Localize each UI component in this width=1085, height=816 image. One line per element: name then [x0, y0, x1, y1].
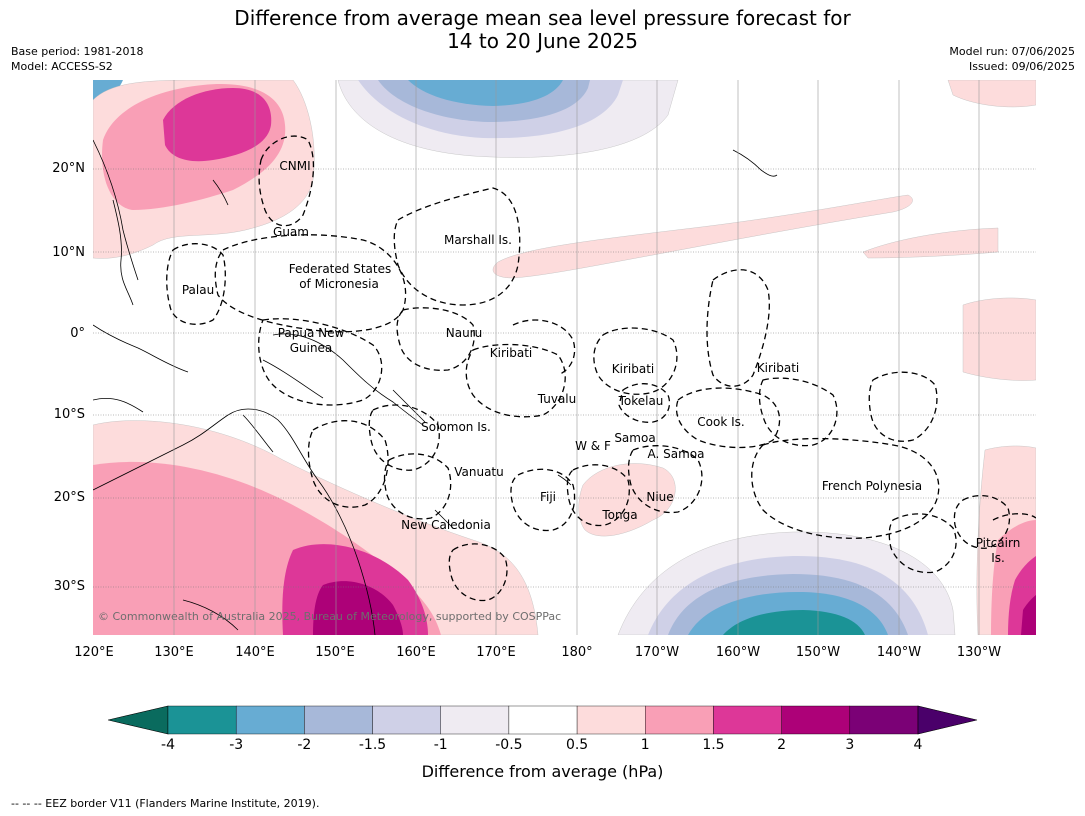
lon-label-130w: 130°W: [956, 645, 1002, 660]
label-fsm-2: of Micronesia: [299, 277, 379, 291]
eez-footnote: -- -- -- EEZ border V11 (Flanders Marine…: [11, 797, 320, 810]
lon-label-160e: 160°E: [396, 645, 436, 660]
colorbar-segment: [167, 705, 237, 735]
label-solomon: Solomon Is.: [421, 420, 491, 434]
model-run: Model run: 07/06/2025: [949, 45, 1075, 58]
pressure-anomaly-map: CNMI Guam Marshall Is. Federated States …: [93, 80, 1036, 635]
lon-label-150e: 150°E: [315, 645, 355, 660]
colorbar-segment: [235, 705, 305, 735]
colorbar-extend-high: [917, 705, 978, 735]
label-fsm-1: Federated States: [289, 262, 391, 276]
colorbar-segment: [372, 705, 441, 735]
label-kiribati-west: Kiribati: [490, 346, 532, 360]
colorbar-tick-label: -2: [297, 737, 312, 753]
label-wallis-futuna: W & F: [575, 439, 611, 453]
colorbar-segment: [645, 705, 714, 735]
colorbar-tick-label: 1: [640, 737, 650, 753]
lon-label-170w: 170°W: [634, 645, 680, 660]
colorbar-tick-label: -0.5: [495, 737, 523, 753]
label-tuvalu: Tuvalu: [537, 392, 577, 406]
eez-borders: [166, 135, 1036, 602]
colorbar-tick-label: 3: [845, 737, 855, 753]
label-french-polynesia: French Polynesia: [822, 479, 922, 493]
colorbar-segment: [304, 705, 373, 735]
label-guam: Guam: [273, 225, 309, 239]
positive-band-equatorial: [492, 194, 913, 279]
lat-label-10s: 10°S: [53, 407, 85, 422]
label-marshall: Marshall Is.: [444, 233, 512, 247]
label-kiribati-central: Kiribati: [612, 362, 654, 376]
label-cnmi: CNMI: [279, 159, 310, 173]
label-american-samoa: A. Samoa: [648, 447, 705, 461]
lon-label-130e: 130°E: [154, 645, 194, 660]
label-kiribati-east: Kiribati: [757, 361, 799, 375]
colorbar-tick-label: -3: [229, 737, 244, 753]
lon-label-180: 180°: [561, 645, 593, 660]
colorbar-tick-label: -4: [161, 737, 175, 753]
positive-anomaly-southwest: [93, 420, 539, 635]
colorbar-tick-label: -1.5: [358, 737, 387, 753]
chart-title: Difference from average mean sea level p…: [0, 7, 1085, 53]
label-pitcairn-1: Pitcairn: [976, 536, 1021, 550]
label-niue: Niue: [646, 490, 673, 504]
colorbar-segment: [508, 705, 578, 735]
colorbar-tick-label: 1.5: [702, 737, 725, 753]
label-tonga: Tonga: [601, 508, 637, 522]
lon-label-120e: 120°E: [74, 645, 114, 660]
lat-label-0: 0°: [70, 326, 85, 341]
meta-right: Model run: 07/06/2025 Issued: 09/06/2025: [949, 44, 1075, 74]
colorbar-tick-label: 2: [777, 737, 787, 753]
label-tokelau: Tokelau: [618, 394, 664, 408]
label-pitcairn-2: Is.: [991, 551, 1005, 565]
lon-label-150w: 150°W: [795, 645, 841, 660]
label-vanuatu: Vanuatu: [454, 465, 504, 479]
colorbar-tick-label: -1: [433, 737, 448, 753]
colorbar: [108, 705, 978, 735]
colorbar-segment: [849, 705, 919, 735]
colorbar-segment: [440, 705, 510, 735]
lat-label-30s: 30°S: [53, 579, 85, 594]
label-palau: Palau: [182, 283, 214, 297]
meta-left: Base period: 1981-2018 Model: ACCESS-S2: [11, 44, 143, 74]
model-name: Model: ACCESS-S2: [11, 60, 113, 73]
title-line-1: Difference from average mean sea level p…: [234, 6, 851, 30]
colorbar-tick-label: 0.5: [565, 737, 589, 753]
lat-label-20s: 20°S: [53, 490, 85, 505]
positive-anomaly-southeast: [976, 445, 1036, 635]
colorbar-segment: [713, 705, 782, 735]
colorbar-title: Difference from average (hPa): [421, 762, 664, 781]
label-samoa: Samoa: [614, 431, 655, 445]
copyright-notice: © Commonwealth of Australia 2025, Bureau…: [98, 610, 562, 623]
colorbar-tick-label: 4: [913, 737, 923, 753]
colorbar-segment: [576, 705, 646, 735]
base-period: Base period: 1981-2018: [11, 45, 144, 58]
colorbar-extend-low: [108, 705, 169, 735]
lon-label-140e: 140°E: [235, 645, 275, 660]
coastlines: [93, 139, 778, 635]
place-labels: CNMI Guam Marshall Is. Federated States …: [182, 159, 1020, 565]
graticule-lat: [93, 168, 1036, 588]
label-png-1: Papua New: [278, 326, 345, 340]
label-fiji: Fiji: [540, 490, 556, 504]
label-nauru: Nauru: [446, 326, 482, 340]
lon-label-140w: 140°W: [876, 645, 922, 660]
lat-label-20n: 20°N: [52, 161, 85, 176]
negative-anomaly-north: [337, 80, 679, 158]
colorbar-segment: [781, 705, 851, 735]
label-png-2: Guinea: [290, 341, 333, 355]
lon-label-160w: 160°W: [715, 645, 761, 660]
issued-date: Issued: 09/06/2025: [968, 60, 1075, 73]
label-new-caledonia: New Caledonia: [401, 518, 491, 532]
label-cook: Cook Is.: [697, 415, 744, 429]
positive-anomaly-tonga: [578, 463, 676, 537]
graticule: [173, 80, 980, 635]
title-line-2: 14 to 20 June 2025: [447, 29, 638, 53]
negative-anomaly-south: [617, 531, 956, 635]
lon-label-170e: 170°E: [476, 645, 516, 660]
lat-label-10n: 10°N: [52, 245, 85, 260]
